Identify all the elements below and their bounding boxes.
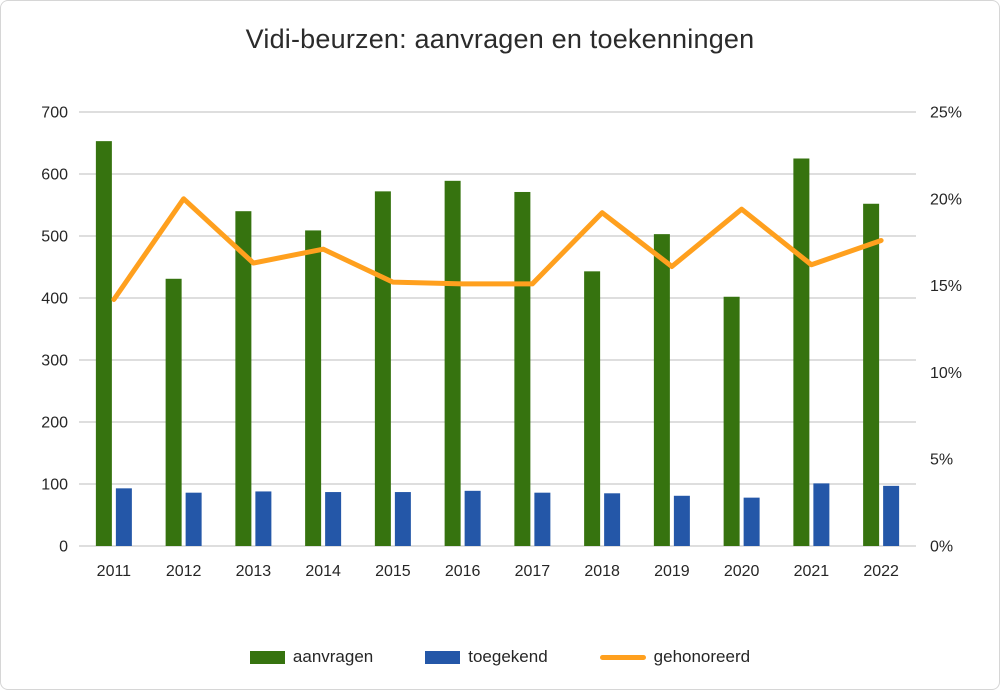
x-axis-category-label: 2014 bbox=[305, 563, 341, 580]
right-axis-tick-label: 25% bbox=[930, 105, 962, 122]
x-axis-category-label: 2018 bbox=[584, 563, 620, 580]
bar-aanvragen bbox=[165, 278, 182, 546]
bar-aanvragen bbox=[235, 211, 252, 546]
right-axis-tick-label: 0% bbox=[930, 539, 953, 556]
legend-item-toegekend: toegekend bbox=[425, 647, 548, 667]
bar-aanvragen bbox=[723, 296, 740, 546]
right-axis-tick-label: 10% bbox=[930, 365, 962, 382]
x-axis-category-label: 2021 bbox=[794, 563, 830, 580]
right-axis-tick-label: 15% bbox=[930, 278, 962, 295]
legend-item-gehonoreerd: gehonoreerd bbox=[599, 647, 751, 667]
bar-toegekend bbox=[394, 492, 411, 546]
toegekend-swatch-icon bbox=[425, 650, 461, 664]
legend-label-aanvragen: aanvragen bbox=[292, 647, 374, 666]
bar-toegekend bbox=[813, 483, 830, 546]
legend-label-toegekend: toegekend bbox=[468, 647, 548, 666]
legend-item-aanvragen: aanvragen bbox=[249, 647, 374, 667]
bar-aanvragen bbox=[305, 230, 322, 547]
bar-aanvragen bbox=[374, 191, 391, 547]
bar-toegekend bbox=[604, 493, 621, 546]
bar-aanvragen bbox=[653, 234, 670, 546]
bar-toegekend bbox=[185, 492, 202, 546]
left-axis-tick-label: 200 bbox=[41, 415, 68, 432]
bar-aanvragen bbox=[95, 141, 112, 546]
right-axis-tick-label: 5% bbox=[930, 452, 953, 469]
x-axis-category-label: 2013 bbox=[236, 563, 272, 580]
bar-aanvragen bbox=[793, 158, 810, 546]
gehonoreerd-swatch-icon bbox=[599, 654, 646, 660]
left-axis-tick-label: 300 bbox=[41, 353, 68, 370]
left-axis-tick-label: 400 bbox=[41, 291, 68, 308]
bar-toegekend bbox=[883, 485, 900, 546]
x-axis-category-label: 2011 bbox=[97, 563, 132, 580]
left-axis-tick-label: 0 bbox=[59, 539, 68, 556]
x-axis-category-label: 2017 bbox=[515, 563, 551, 580]
bar-aanvragen bbox=[444, 180, 461, 546]
bar-toegekend bbox=[743, 497, 760, 546]
left-axis-tick-label: 500 bbox=[41, 229, 68, 246]
bar-aanvragen bbox=[863, 203, 880, 546]
aanvragen-swatch-icon bbox=[249, 650, 285, 664]
bar-toegekend bbox=[115, 488, 132, 546]
bar-toegekend bbox=[255, 491, 272, 546]
legend-label-gehonoreerd: gehonoreerd bbox=[653, 647, 751, 666]
x-axis-category-label: 2022 bbox=[863, 563, 899, 580]
x-axis-category-label: 2019 bbox=[654, 563, 690, 580]
left-axis-tick-label: 600 bbox=[41, 167, 68, 184]
left-axis-tick-label: 100 bbox=[41, 477, 68, 494]
x-axis-category-label: 2015 bbox=[375, 563, 411, 580]
legend: aanvragen toegekend gehonoreerd bbox=[1, 642, 999, 672]
right-axis-tick-label: 20% bbox=[930, 191, 962, 208]
bar-aanvragen bbox=[584, 271, 601, 546]
x-axis-category-label: 2012 bbox=[166, 563, 202, 580]
bar-toegekend bbox=[325, 492, 342, 546]
x-axis-category-label: 2020 bbox=[724, 563, 760, 580]
trend-line-gehonoreerd bbox=[111, 196, 884, 302]
chart-title: Vidi-beurzen: aanvragen en toekenningen bbox=[245, 24, 755, 54]
bar-toegekend bbox=[534, 492, 551, 546]
x-axis-category-label: 2016 bbox=[445, 563, 481, 580]
bar-toegekend bbox=[673, 495, 690, 546]
left-axis-tick-label: 700 bbox=[41, 105, 68, 122]
bar-aanvragen bbox=[514, 191, 531, 547]
bar-toegekend bbox=[464, 490, 481, 546]
